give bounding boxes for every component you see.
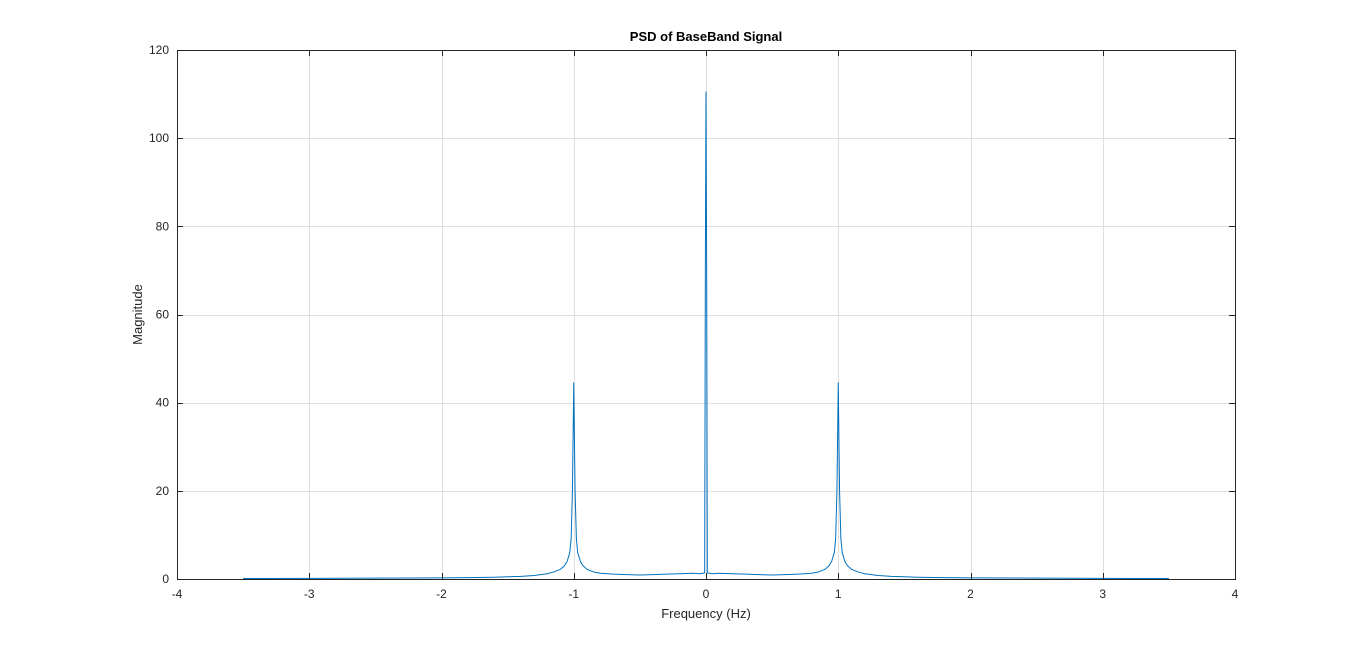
psd-data-point bbox=[441, 577, 442, 578]
psd-data-point bbox=[572, 437, 573, 438]
psd-data-point bbox=[699, 573, 700, 574]
psd-data-point bbox=[467, 577, 468, 578]
chart-title: PSD of BaseBand Signal bbox=[630, 29, 782, 44]
psd-data-point bbox=[533, 575, 534, 576]
psd-data-point bbox=[904, 576, 905, 577]
x-tick-label: 2 bbox=[967, 587, 974, 601]
y-tick-label: 120 bbox=[149, 43, 169, 57]
series-layer bbox=[243, 91, 1169, 580]
psd-data-point bbox=[560, 569, 561, 570]
psd-data-point bbox=[758, 574, 759, 575]
psd-data-point bbox=[831, 561, 832, 562]
psd-data-point bbox=[877, 575, 878, 576]
x-tick-label: -3 bbox=[304, 587, 315, 601]
psd-data-point bbox=[824, 569, 825, 570]
psd-data-point bbox=[847, 565, 848, 566]
psd-data-point bbox=[891, 576, 892, 577]
psd-data-point bbox=[600, 573, 601, 574]
psd-data-point bbox=[553, 571, 554, 572]
psd-data-point bbox=[705, 91, 706, 92]
psd-data-point bbox=[828, 565, 829, 566]
axis-ticks bbox=[177, 50, 1236, 580]
y-tick-label: 60 bbox=[156, 308, 170, 322]
psd-data-point bbox=[970, 577, 971, 578]
psd-data-point bbox=[838, 382, 839, 383]
psd-data-point bbox=[732, 573, 733, 574]
psd-data-point bbox=[838, 437, 839, 438]
psd-data-point bbox=[857, 571, 858, 572]
y-tick-label: 40 bbox=[156, 396, 170, 410]
psd-data-point bbox=[653, 574, 654, 575]
y-axis-label: Magnitude bbox=[130, 284, 145, 345]
psd-data-point bbox=[835, 539, 836, 540]
psd-data-point bbox=[706, 270, 707, 271]
psd-data-point bbox=[573, 382, 574, 383]
psd-data-point bbox=[692, 573, 693, 574]
psd-data-point bbox=[243, 578, 244, 579]
x-tick-label: 0 bbox=[703, 587, 710, 601]
x-tick-label: 4 bbox=[1232, 587, 1239, 601]
x-tick-label: -4 bbox=[172, 587, 183, 601]
psd-data-point bbox=[772, 574, 773, 575]
y-tick-label: 100 bbox=[149, 131, 169, 145]
psd-data-point bbox=[547, 573, 548, 574]
psd-data-point bbox=[582, 565, 583, 566]
psd-data-point bbox=[917, 577, 918, 578]
psd-data-point bbox=[586, 569, 587, 570]
psd-data-point bbox=[626, 574, 627, 575]
psd-data-point bbox=[666, 574, 667, 575]
psd-data-point bbox=[719, 573, 720, 574]
psd-data-point bbox=[507, 576, 508, 577]
psd-data-point bbox=[520, 576, 521, 577]
psd-data-point bbox=[840, 539, 841, 540]
psd-data-point bbox=[569, 552, 570, 553]
psd-data-point bbox=[839, 490, 840, 491]
psd-data-point bbox=[712, 573, 713, 574]
psd-data-point bbox=[745, 574, 746, 575]
psd-data-point bbox=[785, 574, 786, 575]
x-tick-label: 3 bbox=[1099, 587, 1106, 601]
psd-data-point bbox=[375, 578, 376, 579]
y-tick-label: 20 bbox=[156, 484, 170, 498]
psd-data-point bbox=[613, 574, 614, 575]
x-tick-label: 1 bbox=[835, 587, 842, 601]
psd-data-point bbox=[580, 561, 581, 562]
psd-data-point bbox=[798, 574, 799, 575]
psd-data-point bbox=[864, 573, 865, 574]
psd-data-point bbox=[837, 437, 838, 438]
psd-data-point bbox=[705, 270, 706, 271]
psd-data-point bbox=[564, 565, 565, 566]
x-axis-label: Frequency (Hz) bbox=[661, 606, 751, 621]
psd-data-point bbox=[571, 539, 572, 540]
x-tick-label: -1 bbox=[568, 587, 579, 601]
psd-data-point bbox=[576, 539, 577, 540]
psd-data-point bbox=[494, 577, 495, 578]
psd-data-point bbox=[574, 437, 575, 438]
psd-data-point bbox=[842, 552, 843, 553]
psd-data-point bbox=[679, 573, 680, 574]
y-tick-label: 0 bbox=[162, 572, 169, 586]
x-tick-label: -2 bbox=[436, 587, 447, 601]
psd-data-point bbox=[1036, 578, 1037, 579]
psd-data-point bbox=[567, 561, 568, 562]
psd-series-line bbox=[243, 91, 1169, 580]
psd-data-point bbox=[836, 490, 837, 491]
psd-data-point bbox=[704, 572, 705, 573]
psd-data-point bbox=[811, 573, 812, 574]
psd-data-point bbox=[943, 577, 944, 578]
psd-data-point bbox=[639, 574, 640, 575]
psd-data-point bbox=[577, 552, 578, 553]
psd-data-point bbox=[1168, 578, 1169, 579]
psd-data-point bbox=[851, 569, 852, 570]
y-tick-label: 80 bbox=[156, 219, 170, 233]
psd-data-point bbox=[844, 561, 845, 562]
psd-data-point bbox=[572, 490, 573, 491]
psd-data-point bbox=[593, 571, 594, 572]
psd-data-point bbox=[818, 571, 819, 572]
psd-data-point bbox=[834, 552, 835, 553]
psd-data-point bbox=[574, 490, 575, 491]
